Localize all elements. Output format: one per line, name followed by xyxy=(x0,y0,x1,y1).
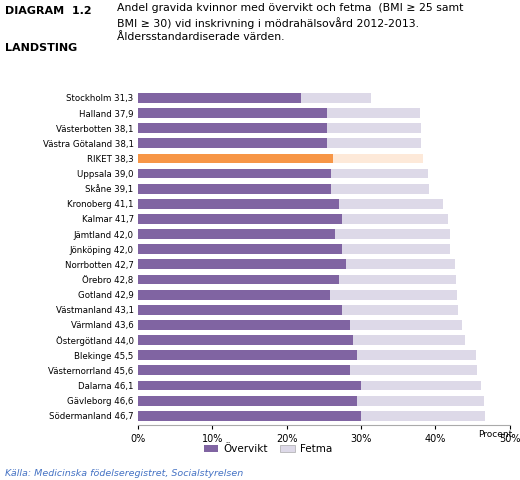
Bar xyxy=(138,123,328,133)
Bar xyxy=(339,199,444,209)
Bar xyxy=(335,229,450,239)
Bar xyxy=(138,260,346,269)
Bar xyxy=(138,396,357,406)
Bar xyxy=(138,154,333,163)
Bar xyxy=(138,244,342,254)
Bar xyxy=(138,365,350,375)
Bar xyxy=(138,138,328,148)
Bar xyxy=(350,365,477,375)
Bar xyxy=(346,260,456,269)
Bar xyxy=(138,290,330,300)
Bar xyxy=(138,199,339,209)
Bar xyxy=(138,381,361,390)
Bar xyxy=(138,411,361,420)
Bar xyxy=(361,381,480,390)
Bar xyxy=(331,184,428,193)
Bar xyxy=(350,320,462,330)
Text: Källa: Medicinska födelseregistret, Socialstyrelsen: Källa: Medicinska födelseregistret, Soci… xyxy=(5,468,243,478)
Text: DIAGRAM  1.2: DIAGRAM 1.2 xyxy=(5,6,92,16)
Bar xyxy=(342,305,458,315)
Bar xyxy=(138,214,342,224)
Bar xyxy=(302,93,371,103)
Bar xyxy=(328,123,421,133)
Bar xyxy=(138,320,350,330)
Bar xyxy=(342,244,450,254)
Bar xyxy=(138,168,331,179)
Bar xyxy=(331,168,428,179)
Bar xyxy=(328,138,421,148)
Bar xyxy=(138,335,354,345)
Bar xyxy=(330,290,457,300)
Bar xyxy=(138,305,342,315)
Bar xyxy=(361,411,485,420)
Text: LANDSTING: LANDSTING xyxy=(5,43,77,53)
Text: Andel gravida kvinnor med övervikt och fetma  (BMI ≥ 25 samt
BMI ≥ 30) vid inskr: Andel gravida kvinnor med övervikt och f… xyxy=(117,3,463,42)
Bar xyxy=(138,108,328,118)
Bar xyxy=(138,350,357,360)
Bar xyxy=(333,154,423,163)
Bar xyxy=(354,335,465,345)
Bar xyxy=(328,108,420,118)
Text: Procent: Procent xyxy=(478,430,512,439)
Bar xyxy=(138,275,339,285)
Legend: Övervikt, Fetma: Övervikt, Fetma xyxy=(199,440,336,458)
Bar xyxy=(357,396,484,406)
Bar xyxy=(138,184,331,193)
Bar xyxy=(138,229,335,239)
Bar xyxy=(357,350,476,360)
Bar xyxy=(342,214,448,224)
Bar xyxy=(339,275,456,285)
Bar xyxy=(138,93,302,103)
